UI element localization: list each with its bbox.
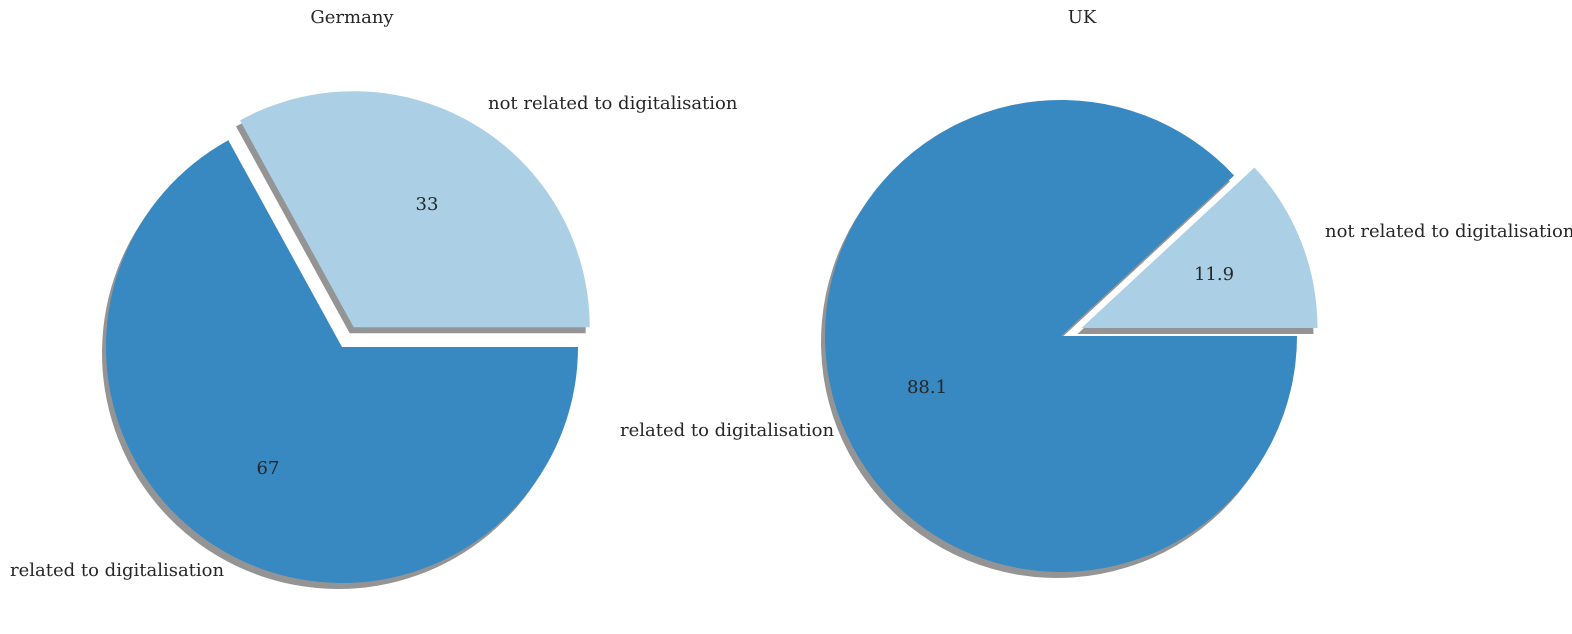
pie-slice-not-related bbox=[240, 91, 590, 328]
pie-slice-related bbox=[105, 140, 578, 583]
slice-value-label: 33 bbox=[416, 194, 439, 215]
pie-title: Germany bbox=[310, 7, 394, 28]
slice-value-label: 67 bbox=[257, 458, 280, 479]
slice-label: not related to digitalisation bbox=[1325, 221, 1572, 242]
slice-label: related to digitalisation bbox=[10, 560, 225, 581]
pie-chart-uk: UK not related to digitalisation 11.9 relat… bbox=[620, 7, 1572, 579]
pie-chart-germany: Germany not related to digitalisation 33 re… bbox=[10, 7, 738, 589]
pie-title: UK bbox=[1068, 7, 1097, 28]
slice-value-label: 11.9 bbox=[1194, 264, 1234, 285]
pie-slice-related bbox=[825, 100, 1297, 573]
slice-label: related to digitalisation bbox=[620, 420, 835, 441]
slice-label: not related to digitalisation bbox=[488, 93, 738, 114]
slice-value-label: 88.1 bbox=[907, 377, 947, 398]
pie-slice-not-related bbox=[1081, 167, 1318, 328]
